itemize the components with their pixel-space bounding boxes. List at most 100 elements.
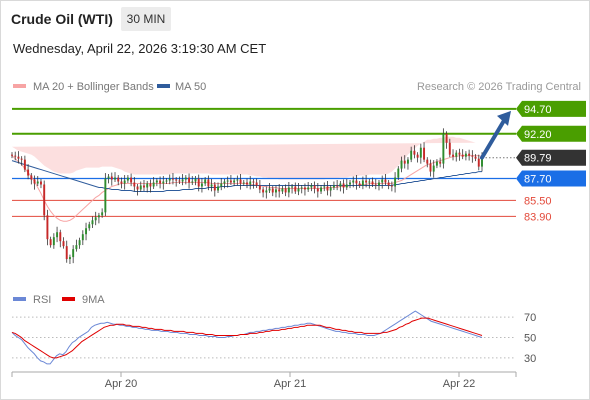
candle-body: [368, 181, 371, 183]
candle-body: [455, 152, 458, 157]
candle-body: [413, 150, 416, 155]
candle: [59, 229, 62, 248]
candle: [68, 254, 71, 264]
candle: [236, 175, 239, 186]
candle-body: [104, 178, 107, 213]
candle: [439, 157, 442, 168]
candle: [104, 173, 107, 217]
candle-body: [352, 180, 355, 183]
candle: [300, 184, 303, 194]
candle: [36, 176, 39, 186]
candle: [139, 181, 142, 192]
candle-body: [188, 177, 191, 183]
candle-body: [371, 181, 374, 185]
candle-body: [233, 180, 236, 183]
candle: [345, 179, 348, 190]
candle: [107, 174, 110, 184]
candle-body: [133, 182, 136, 187]
candle-body: [374, 184, 377, 186]
candle: [336, 180, 339, 191]
rsi-tick-70: 70: [524, 312, 536, 324]
candle: [458, 148, 461, 161]
candle-body: [72, 249, 75, 258]
candle: [194, 176, 197, 186]
candle-body: [97, 215, 100, 218]
candle-body: [246, 182, 248, 185]
timeframe-badge[interactable]: 30 MIN: [121, 7, 171, 31]
candle-body: [397, 168, 400, 178]
candle-body: [390, 185, 393, 187]
candle-body: [175, 179, 178, 181]
candle-body: [40, 181, 42, 185]
candle: [133, 177, 136, 192]
candle: [23, 155, 26, 173]
x-tick-label: Apr 21: [274, 378, 306, 390]
candle: [246, 178, 248, 189]
candle-body: [226, 180, 229, 182]
candle-body: [88, 224, 91, 229]
candle-body: [191, 181, 194, 183]
candle: [349, 180, 351, 189]
x-tick-label: Apr 22: [443, 378, 475, 390]
candle: [461, 149, 464, 160]
level-label-2: 89.79: [524, 153, 552, 165]
candle: [339, 181, 342, 192]
candle: [91, 216, 94, 228]
candle-body: [403, 160, 406, 164]
candle: [374, 179, 377, 190]
candle-body: [481, 157, 483, 167]
candle: [313, 181, 316, 194]
candle: [413, 145, 416, 159]
candle-body: [423, 147, 426, 160]
candle: [162, 176, 165, 190]
candle-body: [217, 186, 219, 191]
candle-body: [419, 147, 422, 158]
candle: [287, 182, 290, 198]
candle-body: [11, 154, 13, 156]
candle-body: [342, 183, 345, 188]
candle-body: [126, 177, 129, 181]
candle: [326, 181, 329, 196]
candle-body: [56, 232, 59, 238]
candle-body: [184, 177, 187, 180]
candle-body: [81, 234, 84, 241]
candle-body: [297, 188, 300, 192]
report-datetime: Wednesday, April 22, 2026 3:19:30 AM CET: [13, 41, 267, 56]
candle-body: [387, 182, 390, 186]
candle-body: [452, 154, 454, 157]
candle-body: [442, 133, 445, 164]
candle: [181, 174, 184, 186]
candle-body: [303, 187, 306, 190]
legend-rsi-label: RSI: [33, 294, 51, 306]
candle: [46, 209, 49, 246]
candle-body: [23, 159, 26, 170]
candle-body: [165, 180, 168, 182]
candle-body: [236, 179, 239, 181]
candle-body: [197, 178, 200, 187]
level-tag-3: [516, 170, 586, 187]
candle-body: [316, 188, 319, 192]
candle: [27, 164, 30, 180]
candle: [284, 184, 287, 197]
candle: [448, 138, 451, 158]
candle-body: [75, 245, 78, 250]
candle: [275, 185, 277, 198]
candle-body: [239, 179, 242, 184]
candle-body: [406, 159, 409, 164]
x-tick-label: Apr 20: [105, 378, 137, 390]
candle: [452, 149, 454, 161]
candle: [117, 175, 120, 186]
candle: [294, 182, 297, 194]
candle-body: [271, 188, 274, 193]
candle-body: [120, 181, 123, 184]
candle-body: [59, 232, 62, 242]
candle-body: [46, 215, 49, 240]
candle: [168, 174, 171, 185]
candle: [223, 179, 226, 189]
candle: [20, 156, 23, 166]
candle-body: [323, 186, 326, 188]
candle: [352, 176, 355, 188]
candle: [258, 180, 261, 194]
candle: [226, 176, 229, 188]
